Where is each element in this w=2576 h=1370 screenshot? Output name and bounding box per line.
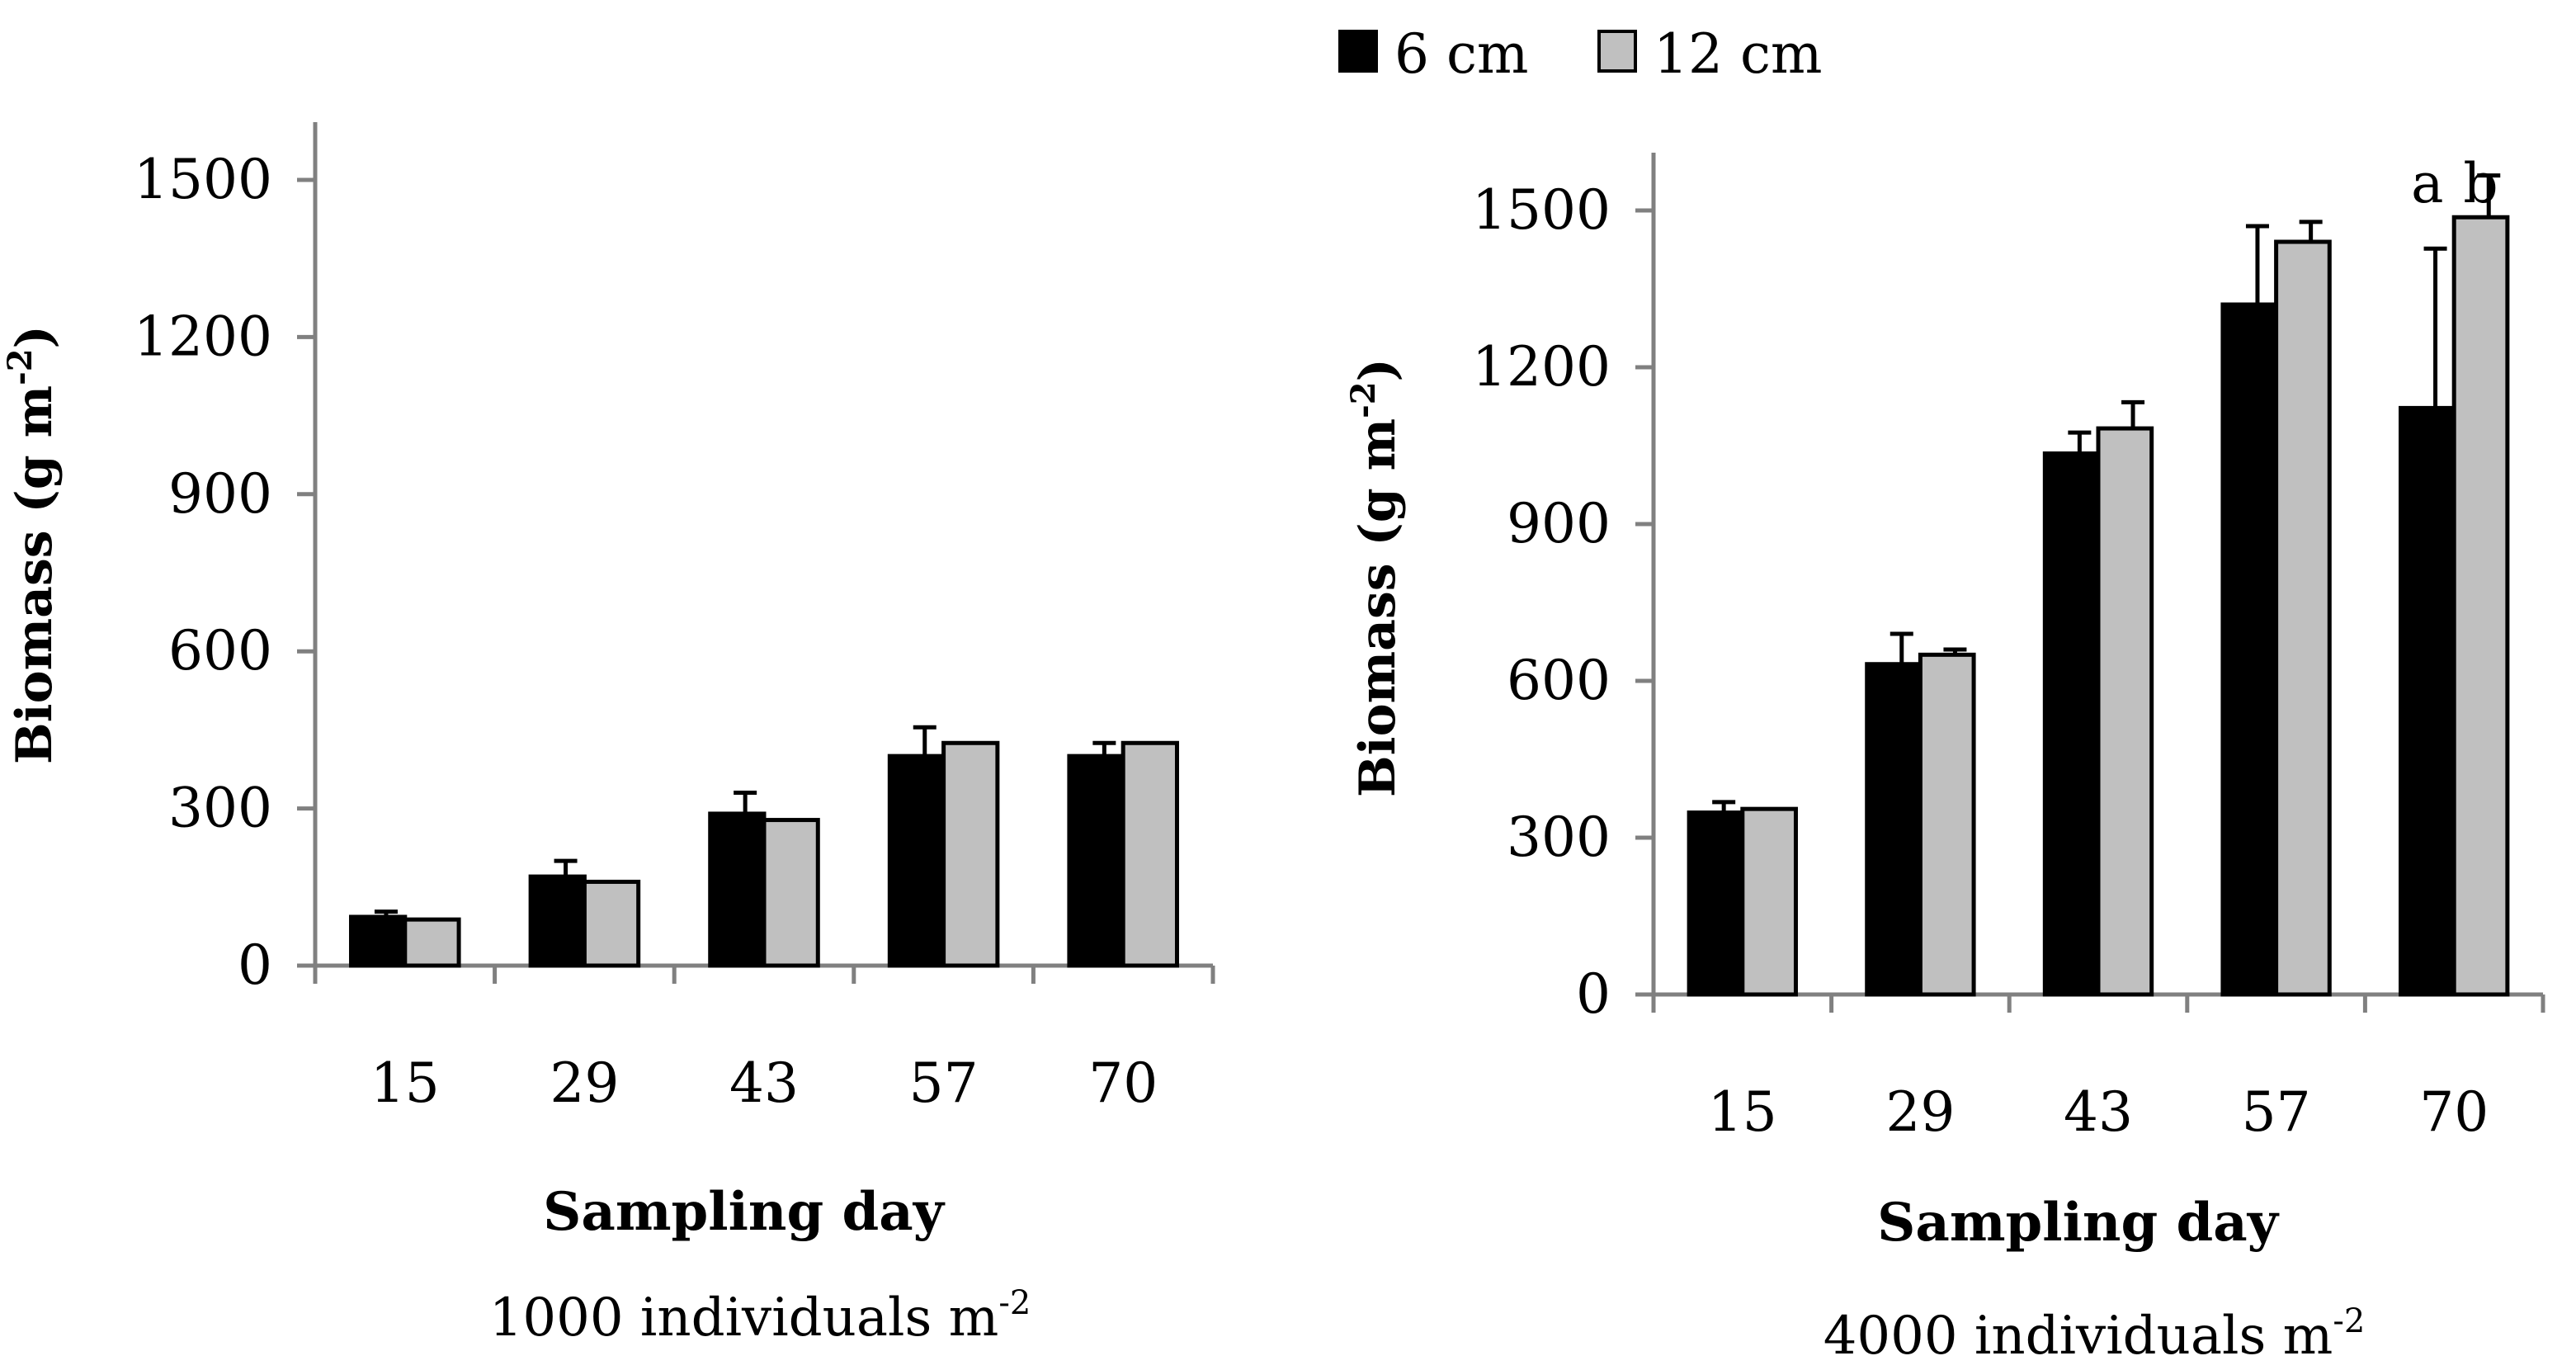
bar-6cm-day-43 (708, 811, 767, 968)
y-tick-label: 900 (168, 462, 272, 526)
bar-6cm-day-15 (1687, 810, 1745, 997)
x-tick-label: 43 (729, 1051, 799, 1115)
bar-12cm-day-70 (2451, 215, 2510, 997)
y-axis-title-superscript: -2 (1344, 381, 1383, 418)
x-tick-label: 57 (909, 1051, 979, 1115)
x-tick-label: 15 (1708, 1080, 1777, 1144)
bar-6cm-day-29 (528, 874, 587, 968)
y-tick-label: 0 (238, 933, 272, 997)
chart-panel-4000: 0 300 600 900 1200 1500 15 29 43 57 70 a b Sampling d… (1344, 152, 2545, 1367)
y-axis-title: Biomass (g m-2) (1344, 358, 1407, 797)
bar-6cm-day-70 (2399, 405, 2456, 997)
bar-6cm-day-70 (1067, 754, 1125, 968)
x-tick-label: 15 (370, 1051, 440, 1115)
bar-12cm-day-43 (762, 818, 820, 968)
legend: 6 cm 12 cm (1338, 22, 1823, 86)
bar-6cm-day-57 (2220, 302, 2279, 997)
x-tick-label: 29 (550, 1051, 619, 1115)
bar-12cm-day-29 (582, 879, 641, 968)
bar-12cm-day-15 (1740, 806, 1798, 997)
panel-subtitle: 4000 individuals m-2 (1823, 1302, 2366, 1367)
significance-letter: b (2463, 152, 2498, 215)
significance-letter: a (2411, 152, 2443, 215)
x-tick-label: 57 (2242, 1080, 2311, 1144)
x-tick-label: 43 (2064, 1080, 2133, 1144)
y-tick-label: 600 (1507, 649, 1611, 712)
y-axis-title-suffix: ) (6, 325, 64, 348)
y-tick-label: 0 (1576, 962, 1611, 1026)
bar-6cm-day-29 (1865, 662, 1923, 997)
subtitle-text: 1000 individuals m (489, 1287, 999, 1349)
y-axis-title-suffix: ) (1349, 358, 1407, 381)
bar-6cm-day-57 (887, 754, 946, 968)
legend-swatch-6cm (1338, 30, 1378, 73)
y-tick-label: 1500 (1472, 178, 1611, 242)
y-axis-title: Biomass (g m-2) (1, 325, 64, 764)
y-tick-label: 900 (1507, 492, 1611, 555)
x-tick-label: 70 (2419, 1080, 2489, 1144)
bar-12cm-day-29 (1918, 652, 1976, 997)
y-axis-title-text: Biomass (g m (6, 385, 64, 764)
bar-6cm-day-43 (2042, 451, 2101, 997)
legend-label-6cm: 6 cm (1394, 22, 1529, 86)
chart-panel-1000: 0 300 600 900 1200 1500 15 29 43 57 70 Sampling day… (1, 122, 1215, 1349)
legend-swatch-12cm (1597, 30, 1637, 73)
y-tick-label: 300 (168, 777, 272, 840)
y-tick-label: 1200 (1472, 335, 1611, 399)
x-axis-title: Sampling day (1877, 1192, 2280, 1254)
subtitle-superscript: -2 (998, 1284, 1031, 1322)
y-tick-label: 1200 (134, 305, 272, 368)
y-tick-label: 300 (1507, 805, 1611, 869)
bar-12cm-day-57 (941, 740, 1000, 968)
subtitle-text: 4000 individuals m (1823, 1306, 2333, 1367)
bar-12cm-day-43 (2096, 426, 2154, 997)
bar-12cm-day-15 (403, 917, 461, 968)
y-tick-label: 600 (168, 619, 272, 683)
y-axis-title-superscript: -2 (1, 348, 40, 385)
subtitle-superscript: -2 (2333, 1302, 2365, 1340)
bar-6cm-day-15 (349, 914, 408, 968)
panel-subtitle: 1000 individuals m-2 (489, 1284, 1031, 1349)
x-tick-label: 70 (1088, 1051, 1158, 1115)
y-axis-title-text: Biomass (g m (1349, 418, 1407, 797)
bar-12cm-day-57 (2274, 239, 2332, 997)
x-tick-label: 29 (1885, 1080, 1955, 1144)
legend-label-12cm: 12 cm (1654, 22, 1823, 86)
y-tick-label: 1500 (134, 148, 272, 211)
x-axis-title: Sampling day (543, 1181, 946, 1243)
bar-12cm-day-70 (1121, 740, 1179, 968)
